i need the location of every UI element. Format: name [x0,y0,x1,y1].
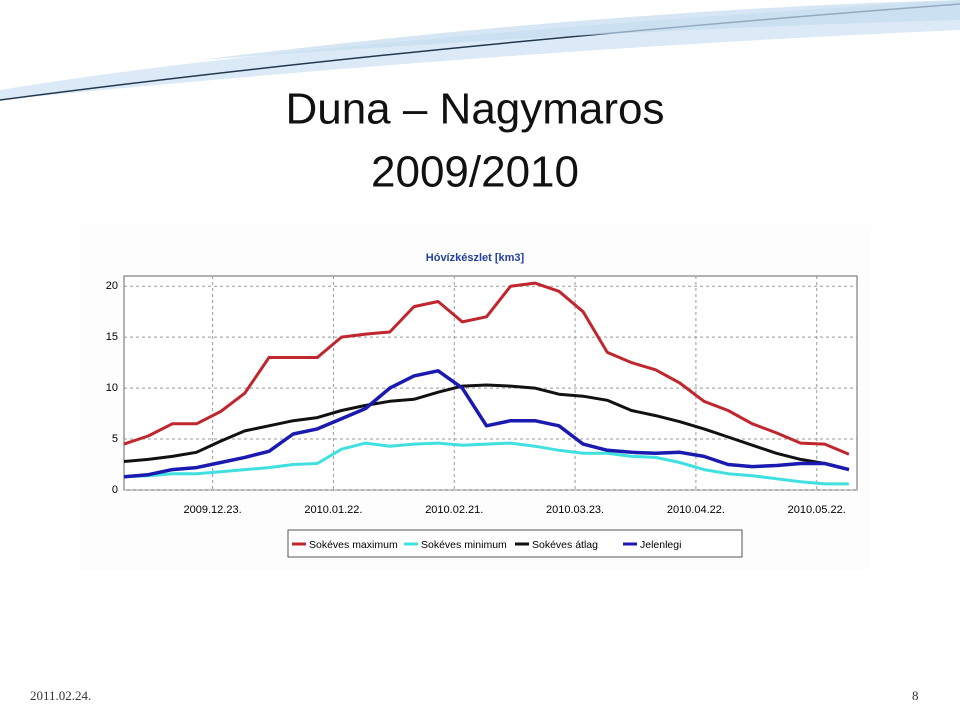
decoration [200,0,960,60]
y-tick-label: 0 [112,484,118,496]
legend [287,529,743,558]
x-tick-label: 2010.05.22. [788,504,846,516]
x-tick-label: 2010.04.22. [667,504,725,516]
slide-title: 2009/2010 [371,148,579,197]
slide-date: 2011.02.24. [30,688,91,703]
legend-label: Sokéves minimum [421,539,507,551]
x-tick-label: 2010.01.22. [304,504,362,516]
page-number: 8 [912,688,919,703]
y-tick-label: 10 [106,382,118,394]
x-tick-label: 2010.02.21. [425,504,483,516]
chart-title: Hóvízkészlet [km3] [426,252,525,264]
slide-title: Duna – Nagymaros [285,85,664,134]
plot-area [123,275,858,491]
series-line [123,383,850,472]
legend-label: Sokéves maximum [309,539,398,551]
y-tick-label: 5 [112,433,118,445]
series-line [123,441,849,486]
x-tick-label: 2010.03.23. [546,504,604,516]
x-tick-label: 2009.12.23. [184,504,242,516]
y-tick-label: 20 [106,280,118,292]
legend-label: Jelenlegi [640,539,681,551]
legend-label: Sokéves átlag [532,539,598,551]
y-tick-label: 15 [106,331,118,343]
series-line [123,281,850,456]
series-line [123,369,850,479]
